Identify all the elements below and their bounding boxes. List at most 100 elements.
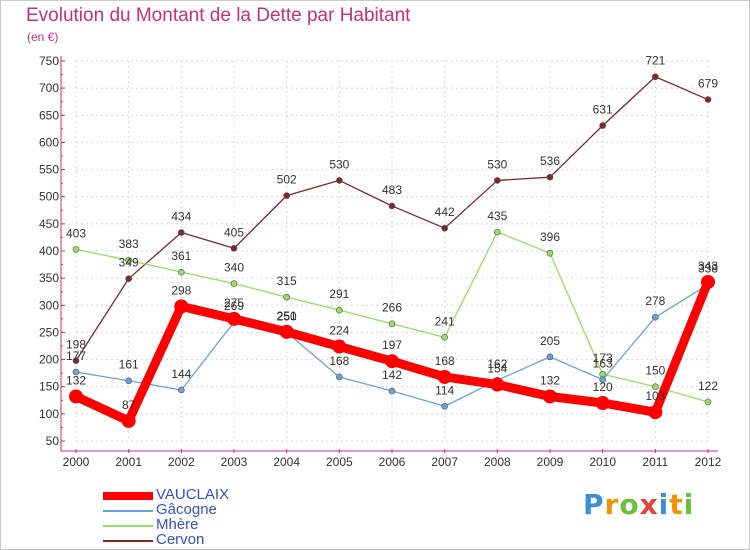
data-label: 144 xyxy=(171,367,191,381)
data-label: 483 xyxy=(382,183,402,197)
x-tick-label: 2001 xyxy=(115,455,142,469)
data-label: 122 xyxy=(698,379,718,393)
data-label: 315 xyxy=(277,274,297,288)
chart-unit: (en €) xyxy=(27,30,59,44)
data-label: 338 xyxy=(698,262,718,276)
data-label: 198 xyxy=(66,338,86,352)
logo-letter: t xyxy=(669,488,684,521)
data-point xyxy=(125,256,132,264)
data-label: 631 xyxy=(593,103,613,117)
legend-swatch xyxy=(103,540,153,542)
y-tick-label: 200 xyxy=(39,353,59,367)
data-label: 343 xyxy=(698,259,718,273)
legend-swatch xyxy=(103,492,153,500)
x-tick-label: 2006 xyxy=(379,455,406,469)
data-label: 205 xyxy=(540,334,560,348)
data-point xyxy=(704,96,712,103)
data-point xyxy=(72,246,80,253)
data-label: 103 xyxy=(645,389,665,403)
data-label: 114 xyxy=(435,383,454,397)
legend-swatch xyxy=(103,525,153,527)
logo-letter: i xyxy=(683,488,695,521)
data-point xyxy=(441,334,448,341)
data-label: 168 xyxy=(435,354,455,368)
logo-letter: P xyxy=(583,488,605,521)
data-label: 87 xyxy=(122,398,136,412)
y-tick-label: 400 xyxy=(39,244,59,258)
data-label: 383 xyxy=(119,237,139,251)
data-point xyxy=(494,177,501,184)
data-label: 278 xyxy=(645,294,665,308)
data-point xyxy=(543,389,557,404)
data-label: 163 xyxy=(593,357,613,371)
legend-label: Gâcogne xyxy=(156,501,217,518)
data-point xyxy=(279,324,294,339)
data-label: 349 xyxy=(119,256,139,270)
legend-swatch xyxy=(103,510,153,512)
x-tick-label: 2011 xyxy=(642,455,668,469)
data-label: 142 xyxy=(382,368,402,382)
data-point xyxy=(701,274,715,289)
data-point xyxy=(652,73,659,81)
data-label: 168 xyxy=(329,354,349,368)
legend-label: Mhère xyxy=(156,516,199,533)
data-point xyxy=(72,368,80,376)
y-tick-label: 500 xyxy=(39,190,59,204)
data-label: 162 xyxy=(487,357,507,371)
data-point xyxy=(283,192,290,199)
data-point xyxy=(336,177,343,184)
proxiti-logo: Proxiti xyxy=(583,488,694,521)
data-label: 721 xyxy=(645,54,665,68)
logo-letter: o xyxy=(619,488,640,521)
y-tick-label: 50 xyxy=(46,434,60,448)
data-label: 435 xyxy=(487,209,507,223)
data-label: 251 xyxy=(277,309,297,323)
data-label: 275 xyxy=(224,296,244,310)
data-label: 291 xyxy=(329,287,349,301)
data-point xyxy=(437,369,452,384)
data-point xyxy=(227,311,241,326)
y-tick-label: 150 xyxy=(39,380,59,394)
x-tick-label: 2008 xyxy=(484,455,511,469)
data-label: 405 xyxy=(224,225,244,239)
data-label: 530 xyxy=(487,157,507,171)
data-label: 250 xyxy=(277,309,297,323)
y-tick-label: 300 xyxy=(39,298,59,312)
data-label: 132 xyxy=(66,373,86,387)
data-label: 298 xyxy=(171,283,191,297)
y-tick-label: 700 xyxy=(39,81,59,95)
legend-label: VAUCLAIX xyxy=(156,486,230,503)
data-label: 502 xyxy=(277,173,297,187)
data-label: 150 xyxy=(645,364,665,378)
data-point xyxy=(546,173,554,181)
chart-title: Evolution du Montant de la Dette par Hab… xyxy=(26,5,411,26)
y-tick-label: 750 xyxy=(39,54,59,68)
data-label: 679 xyxy=(698,77,718,91)
data-point xyxy=(178,386,185,394)
data-label: 224 xyxy=(329,324,349,338)
y-tick-label: 250 xyxy=(39,325,59,339)
data-point xyxy=(230,244,238,252)
data-label: 403 xyxy=(66,226,86,240)
data-point xyxy=(336,373,343,381)
data-point xyxy=(599,122,606,129)
logo-letter: x xyxy=(639,488,659,521)
data-label: 269 xyxy=(224,299,244,313)
data-point xyxy=(704,398,712,406)
data-point xyxy=(441,224,448,232)
data-label: 530 xyxy=(329,157,349,171)
y-tick-label: 550 xyxy=(39,163,59,177)
data-point xyxy=(388,387,396,395)
x-tick-label: 2012 xyxy=(695,455,722,469)
y-tick-label: 100 xyxy=(39,407,59,421)
x-tick-label: 2000 xyxy=(63,455,90,469)
data-label: 173 xyxy=(593,351,613,365)
data-label: 197 xyxy=(382,338,402,352)
data-point xyxy=(230,280,238,287)
x-tick-label: 2004 xyxy=(273,455,300,469)
data-label: 396 xyxy=(540,230,560,244)
data-point xyxy=(283,293,290,301)
data-point xyxy=(125,377,132,385)
